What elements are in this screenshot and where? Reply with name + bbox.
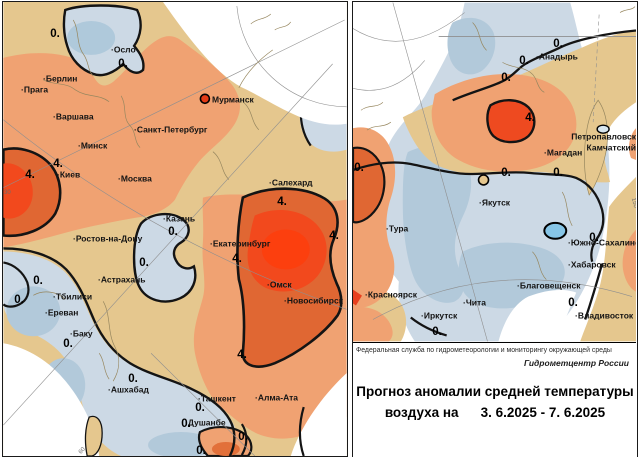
murmansk-hot-spot xyxy=(199,93,211,105)
map-canvas-left xyxy=(3,2,347,456)
map-panel-european-russia: ·Осло ·Берлин ·Прага ·Варшава ·Минск Мурманск… xyxy=(2,1,348,457)
map-asian-russia: ·Анадырь Петропавловск Камчатский ·Магадан… xyxy=(353,2,636,343)
forecast-dates: 3. 6.2025 - 7. 6.2025 xyxy=(480,405,606,420)
map-canvas-right xyxy=(353,2,636,342)
forecast-title-prefix: воздуха на xyxy=(384,405,459,420)
coldest-spot xyxy=(543,221,568,240)
agency-line: Федеральная служба по гидрометеорологии … xyxy=(356,347,612,354)
map-panel-asian-russia: ·Анадырь Петропавловск Камчатский ·Магадан… xyxy=(352,1,638,457)
map-european-russia: ·Осло ·Берлин ·Прага ·Варшава ·Минск Мурманск… xyxy=(3,2,347,456)
agency-name: Гидрометцентр России xyxy=(523,358,629,368)
forecast-title: Прогноз аномалии средней температуры воз… xyxy=(353,384,637,420)
forecast-title-line1: Прогноз аномалии средней температуры xyxy=(356,384,634,399)
forecast-title-line2: воздуха на 3. 6.2025 - 7. 6.2025 xyxy=(353,405,637,420)
caption-block: Федеральная служба по гидрометеорологии … xyxy=(353,343,637,457)
